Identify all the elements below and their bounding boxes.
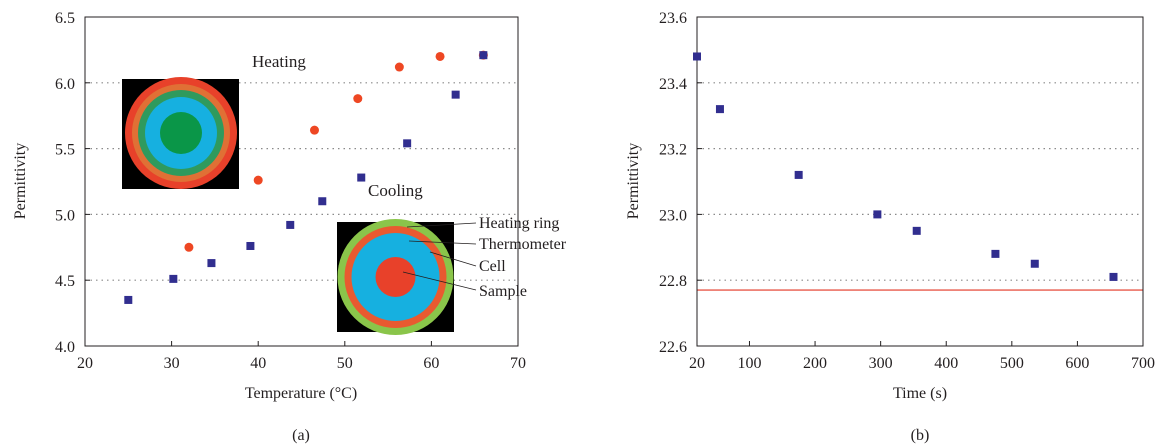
panel-a-cooling-point bbox=[169, 274, 178, 283]
series-label-cooling: Cooling bbox=[368, 181, 423, 200]
panel-b-series-point bbox=[873, 210, 882, 219]
panel-a-y-tick-label: 6.0 bbox=[55, 76, 75, 93]
heating-state-thermal-image bbox=[122, 77, 239, 189]
panel-a-heating-point bbox=[253, 175, 263, 185]
inset-core bbox=[375, 257, 416, 297]
panel-b-x-tick-label: 500 bbox=[1000, 355, 1024, 372]
panel-a-cooling-point bbox=[451, 90, 460, 99]
annotation-leader-lines bbox=[402, 222, 477, 291]
panel-b-x-axis-title: Time (s) bbox=[893, 385, 947, 402]
panel-a-heating-point bbox=[184, 242, 194, 252]
panel-a-y-axis-title: Permittivity bbox=[12, 143, 29, 219]
panel-b-data-points bbox=[693, 52, 1118, 281]
panel-a-cooling-point bbox=[479, 51, 488, 60]
panel-b-caption: (b) bbox=[911, 427, 930, 444]
panel-a-y-tick-label: 4.5 bbox=[55, 273, 75, 290]
panel-b-x-tick-label: 700 bbox=[1131, 355, 1155, 372]
panel-b-series-point bbox=[912, 226, 921, 235]
panel-a-y-tick-label: 6.5 bbox=[55, 10, 75, 27]
panel-b-series-point bbox=[991, 249, 1000, 258]
panel-a-cooling-point bbox=[357, 173, 366, 182]
panel-b-ticks: 22.6 22.8 23.0 23.2 23.4 23.6 20 100 200 300 400 50… bbox=[659, 10, 1155, 372]
panel-a-x-axis-title: Temperature (°C) bbox=[245, 385, 357, 402]
annotation-cell: Cell bbox=[479, 258, 506, 275]
panel-b-x-tick-label: 300 bbox=[869, 355, 893, 372]
panel-a-cooling-point bbox=[124, 295, 133, 304]
panel-a-x-tick-label: 20 bbox=[77, 355, 93, 372]
panel-b-series-point bbox=[1109, 272, 1118, 281]
series-label-heating: Heating bbox=[252, 52, 306, 71]
panel-b-series-point bbox=[693, 52, 701, 61]
cooling-state-thermal-image bbox=[337, 219, 454, 335]
panel-b-y-tick-label: 23.6 bbox=[659, 10, 687, 27]
panel-b-x-tick-label: 200 bbox=[803, 355, 827, 372]
panel-a-heating-point bbox=[309, 125, 319, 135]
panel-a-cooling-point bbox=[207, 259, 216, 268]
panel-a-y-tick-label: 5.5 bbox=[55, 142, 75, 159]
panel-a-x-tick-label: 70 bbox=[510, 355, 526, 372]
panel-b-x-tick-label: 20 bbox=[689, 355, 705, 372]
panel-a-x-tick-label: 30 bbox=[164, 355, 180, 372]
panel-a-data-points bbox=[124, 50, 488, 304]
annotation-heating-ring: Heating ring bbox=[479, 215, 559, 232]
panel-a-y-tick-label: 5.0 bbox=[55, 207, 75, 224]
panel-a-ticks: 4.0 4.5 5.0 5.5 6.0 6.5 20 30 40 50 60 70 bbox=[55, 10, 526, 372]
panel-a-y-tick-label: 4.0 bbox=[55, 339, 75, 356]
inset-core bbox=[160, 112, 202, 154]
panel-b-x-tick-label: 400 bbox=[934, 355, 958, 372]
annotation-sample: Sample bbox=[479, 283, 527, 300]
panel-a-x-tick-label: 50 bbox=[337, 355, 353, 372]
panel-a-plot-frame bbox=[84, 16, 519, 347]
annotation-thermometer: Thermometer bbox=[479, 236, 567, 253]
panel-b-y-tick-label: 23.0 bbox=[659, 207, 687, 224]
panel-b-y-tick-label: 22.8 bbox=[659, 273, 687, 290]
panel-a-x-tick-label: 40 bbox=[250, 355, 266, 372]
panel-b-x-tick-label: 600 bbox=[1065, 355, 1089, 372]
panel-a-cooling-point bbox=[403, 139, 412, 148]
panel-b-gridlines bbox=[697, 82, 1143, 281]
panel-b-series-point bbox=[1030, 259, 1039, 268]
panel-a-caption: (a) bbox=[292, 427, 310, 444]
panel-b-series-point bbox=[715, 105, 724, 114]
panel-b-series-point bbox=[794, 170, 803, 179]
panel-a-cooling-point bbox=[286, 220, 295, 229]
panel-b-y-axis-title: Permittivity bbox=[625, 143, 642, 219]
panel-a: 4.0 4.5 5.0 5.5 6.0 6.5 20 30 40 50 60 70 Heating C… bbox=[12, 10, 567, 444]
panel-a-heating-point bbox=[353, 94, 363, 104]
panel-a-cooling-point bbox=[318, 197, 327, 206]
panel-a-cooling-point bbox=[246, 241, 255, 250]
panel-b: 22.6 22.8 23.0 23.2 23.4 23.6 20 100 200 300 400 50… bbox=[625, 10, 1155, 444]
panel-b-y-tick-label: 23.2 bbox=[659, 142, 687, 159]
panel-b-x-tick-label: 100 bbox=[737, 355, 761, 372]
panel-b-plot-frame bbox=[696, 16, 1144, 347]
panel-a-x-tick-label: 60 bbox=[423, 355, 439, 372]
panel-a-heating-point bbox=[394, 62, 404, 72]
panel-b-y-tick-label: 22.6 bbox=[659, 339, 687, 356]
panel-b-y-tick-label: 23.4 bbox=[659, 76, 687, 93]
panel-a-heating-point bbox=[435, 51, 445, 61]
